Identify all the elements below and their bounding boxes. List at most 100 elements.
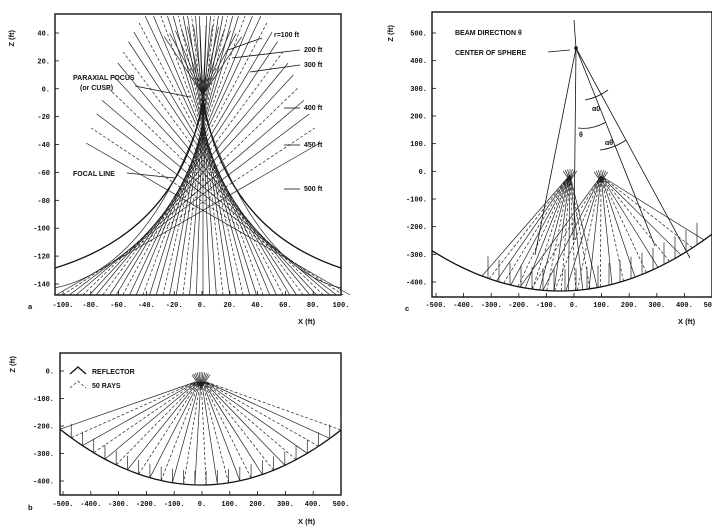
x-tick-label: 0. [198, 302, 206, 310]
ray [600, 175, 693, 249]
panel-b-label: b [28, 503, 33, 512]
fan-ray [199, 25, 204, 96]
x-tick-label: 500. [704, 302, 712, 310]
alpha-theta-label: αθ [605, 140, 613, 147]
fan-ray [175, 30, 204, 96]
x-tick-label: 40. [251, 302, 264, 310]
ray [109, 41, 278, 296]
panel-b-ylabel: Z (ft) [8, 355, 17, 372]
focus-fan-ray [600, 170, 606, 183]
ray [122, 22, 268, 296]
paraxial-focus-pointer [134, 85, 191, 98]
panel-c-rays [431, 19, 712, 292]
ray [96, 113, 337, 296]
panel-c-yticks: 500. 400. 300. 200. 100. 0. -100. -200. -300. -40… [406, 31, 436, 288]
x-tick-label: 400. [676, 302, 693, 310]
x-tick-label: -60. [110, 302, 127, 310]
reflector-arc [431, 233, 712, 292]
y-tick-label: -400. [33, 479, 54, 487]
ray [183, 381, 201, 485]
y-tick-label: -40 [37, 142, 50, 150]
edge-ray-right [575, 47, 691, 259]
ray [122, 51, 304, 296]
theta-arc [577, 121, 607, 129]
panel-c: Z (ft) 500.400.300.200.100.0.-100.-200.-… [386, 11, 712, 326]
ray [71, 381, 196, 439]
panel-b-xticks: -500. -400. -300. -200. -100. 0. 100. 200. 300. 4… [52, 491, 349, 509]
focus-fan-ray [569, 170, 578, 182]
ray [600, 175, 647, 273]
fan-ray [202, 26, 219, 96]
y-tick-label: -400. [406, 280, 427, 288]
y-tick-label: -300. [406, 252, 427, 260]
y-tick-label: 400. [410, 58, 427, 66]
x-tick-label: -500. [52, 501, 73, 509]
x-tick-label: 500. [333, 501, 350, 509]
y-tick-label: 0. [46, 369, 54, 377]
fan-ray [187, 26, 204, 96]
fan-ray [193, 25, 204, 96]
legend-reflector-swatch [69, 366, 87, 375]
ray [488, 174, 571, 279]
ray [201, 381, 229, 483]
ray [481, 174, 571, 277]
ray [546, 174, 571, 291]
x-tick-label: -200. [136, 501, 157, 509]
paraxial-focus-label: PARAXIAL FOCUS [73, 75, 135, 82]
vertical-axis [573, 47, 577, 241]
fan-ray [202, 36, 242, 96]
x-tick-label: -400. [80, 501, 101, 509]
paraxial-focus-sub-label: (or CUSP) [80, 85, 113, 92]
panel-a-xlabel: X (ft) [298, 317, 316, 326]
y-tick-label: -20 [37, 114, 50, 122]
y-tick-label: 100. [410, 141, 427, 149]
y-tick-label: -140 [33, 282, 50, 290]
ray [600, 175, 602, 287]
y-tick-label: 300. [410, 86, 427, 94]
y-tick-label: -100. [33, 396, 54, 404]
ray [175, 15, 219, 296]
ray [600, 175, 659, 268]
ray [201, 381, 218, 485]
ray [93, 381, 197, 453]
ray [115, 381, 198, 466]
fan-ray [202, 28, 226, 96]
ray [69, 113, 310, 296]
legend-rays-label: 50 RAYS [92, 383, 121, 390]
ray [204, 381, 297, 460]
ray [569, 174, 591, 289]
ray [172, 381, 201, 483]
beam-direction-label: BEAM DIRECTION θ [455, 30, 522, 37]
y-tick-label: -120 [33, 254, 50, 262]
y-tick-label: -60 [37, 170, 50, 178]
ray [588, 175, 602, 289]
y-tick-label: -80 [37, 198, 50, 206]
ray [75, 99, 305, 296]
y-tick-label: 40. [37, 31, 50, 39]
alpha0-label: α0 [592, 106, 600, 113]
ray [160, 381, 200, 481]
panel-b-xlabel: X (ft) [298, 517, 316, 526]
ray [205, 381, 319, 447]
fan-ray [169, 33, 204, 96]
ray [568, 174, 571, 291]
x-tick-label: 200. [249, 501, 266, 509]
ray [205, 381, 308, 454]
x-tick-label: 100. [221, 501, 238, 509]
focus-fan-ray [593, 171, 602, 183]
ray [82, 381, 197, 446]
focus-fan-ray [200, 374, 211, 389]
x-tick-label: -200. [508, 302, 529, 310]
ray [195, 15, 217, 296]
beam-axis-up [573, 19, 577, 49]
legend-rays-swatch [69, 380, 87, 389]
ray [600, 175, 613, 285]
fan-ray [202, 25, 213, 96]
ray [194, 381, 202, 485]
ray [189, 15, 211, 296]
y-tick-label: 500. [410, 31, 427, 39]
panel-a-ylabel: Z (ft) [7, 29, 16, 46]
x-tick-label: 80. [307, 302, 320, 310]
ray [187, 15, 231, 296]
